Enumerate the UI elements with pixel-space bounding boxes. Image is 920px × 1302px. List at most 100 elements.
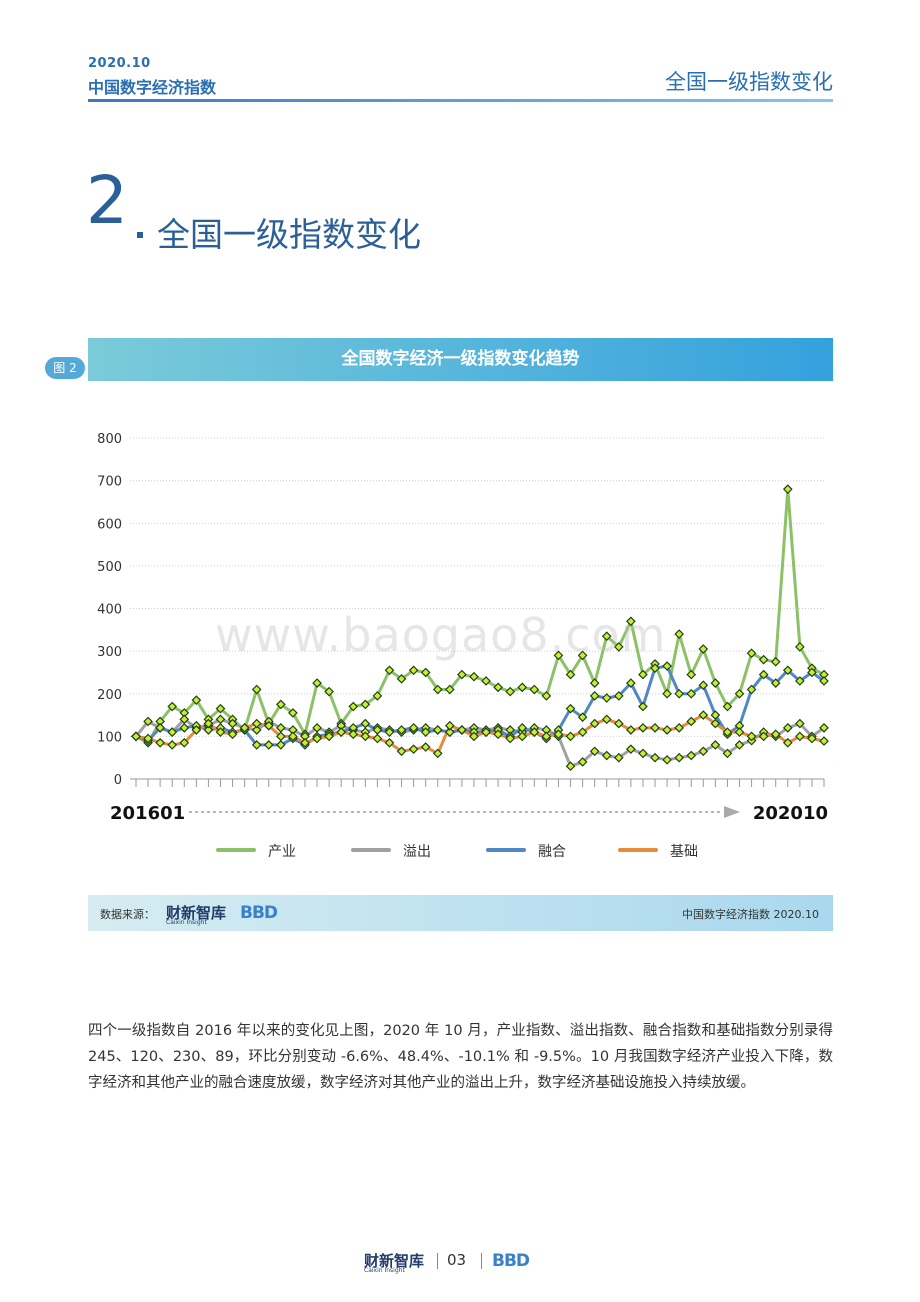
data-point	[662, 661, 672, 671]
figure-tag: 图 2	[45, 357, 85, 379]
data-point	[432, 748, 443, 759]
data-point	[613, 642, 624, 652]
data-point	[432, 684, 443, 695]
data-point	[360, 731, 371, 742]
header-date: 2020.10	[88, 56, 151, 71]
legend: 产业 溢出 融合 基础	[216, 843, 698, 860]
data-point	[251, 718, 262, 729]
data-point	[746, 648, 757, 659]
data-point	[408, 744, 419, 755]
y-tick-labels: 0 100 200 300 400 500 600 700 800	[97, 432, 122, 788]
data-point	[613, 691, 624, 701]
data-point	[638, 723, 648, 733]
data-point	[263, 720, 274, 731]
data-point	[795, 642, 805, 652]
data-point	[782, 737, 793, 748]
data-point	[360, 699, 371, 710]
data-point	[686, 688, 697, 699]
data-point	[300, 737, 310, 748]
data-point	[782, 484, 793, 494]
data-point	[167, 701, 178, 712]
data-point	[722, 701, 733, 712]
data-point	[275, 740, 286, 750]
data-point	[662, 688, 672, 699]
data-point	[155, 737, 165, 748]
data-point	[638, 701, 648, 712]
data-point	[638, 748, 648, 759]
y-tick-label: 500	[97, 560, 122, 575]
data-point	[601, 750, 612, 761]
data-point	[529, 727, 540, 737]
data-point	[179, 737, 190, 748]
figure-title-banner: 全国数字经济一级指数变化趋势	[88, 338, 833, 381]
data-point	[650, 752, 660, 763]
data-point	[758, 731, 769, 742]
data-point	[589, 718, 600, 729]
series-line-0	[135, 487, 825, 745]
data-point	[698, 710, 709, 720]
data-point	[143, 716, 153, 727]
footer: 财新智库 Caixin Insight 03 BBD	[0, 1250, 920, 1274]
data-point	[577, 712, 588, 723]
data-point	[795, 676, 805, 686]
caixin-logo-sub: Caixin Insight	[166, 919, 207, 926]
y-tick-label: 600	[97, 517, 122, 532]
data-point	[469, 671, 479, 682]
data-point	[517, 731, 528, 742]
data-point	[215, 703, 226, 714]
x-end-label: 202010	[753, 803, 828, 824]
data-point	[251, 684, 262, 695]
data-point	[251, 725, 262, 735]
data-point	[577, 727, 588, 737]
data-point	[577, 757, 588, 767]
data-point	[384, 665, 395, 676]
data-point	[565, 731, 576, 742]
y-tick-label: 100	[97, 730, 122, 745]
header-divider	[88, 99, 833, 102]
data-point	[529, 684, 540, 695]
series-line-2	[135, 664, 825, 747]
data-point	[577, 650, 588, 661]
data-point	[734, 740, 745, 750]
body-paragraph: 四个一级指数自 2016 年以来的变化见上图，2020 年 10 月，产业指数、…	[88, 1023, 833, 1091]
data-point	[227, 729, 238, 740]
data-point	[360, 718, 371, 729]
data-point	[288, 708, 298, 718]
data-point	[167, 727, 178, 737]
data-point	[348, 701, 359, 712]
data-point	[396, 746, 407, 757]
data-point	[541, 731, 552, 742]
data-point	[613, 752, 624, 763]
y-tick-label: 0	[114, 773, 122, 788]
data-point	[698, 680, 709, 691]
data-point	[638, 669, 648, 680]
data-point	[674, 688, 685, 699]
y-tick-label: 300	[97, 645, 122, 660]
data-point	[275, 699, 286, 710]
data-point	[565, 761, 576, 772]
arrow-head-icon	[724, 806, 740, 818]
data-point	[444, 727, 455, 737]
data-point	[251, 740, 262, 750]
data-point	[408, 723, 419, 733]
data-point	[686, 669, 697, 680]
data-point	[674, 629, 685, 639]
series-line-1	[134, 717, 825, 768]
y-tick-label: 700	[97, 475, 122, 490]
data-point	[686, 716, 697, 727]
data-point	[589, 678, 600, 688]
footer-bbd-logo: BBD	[492, 1251, 530, 1271]
legend-label-1: 溢出	[403, 844, 431, 860]
data-point	[396, 725, 407, 735]
y-tick-label: 200	[97, 688, 122, 703]
data-point	[505, 686, 516, 697]
data-point	[601, 714, 612, 725]
data-point	[324, 731, 334, 742]
data-point	[457, 725, 467, 735]
data-point	[432, 725, 443, 735]
legend-label-0: 产业	[268, 844, 296, 860]
data-point	[650, 723, 660, 733]
series-line-3	[135, 713, 825, 755]
data-point	[589, 691, 600, 701]
data-point	[263, 740, 274, 750]
